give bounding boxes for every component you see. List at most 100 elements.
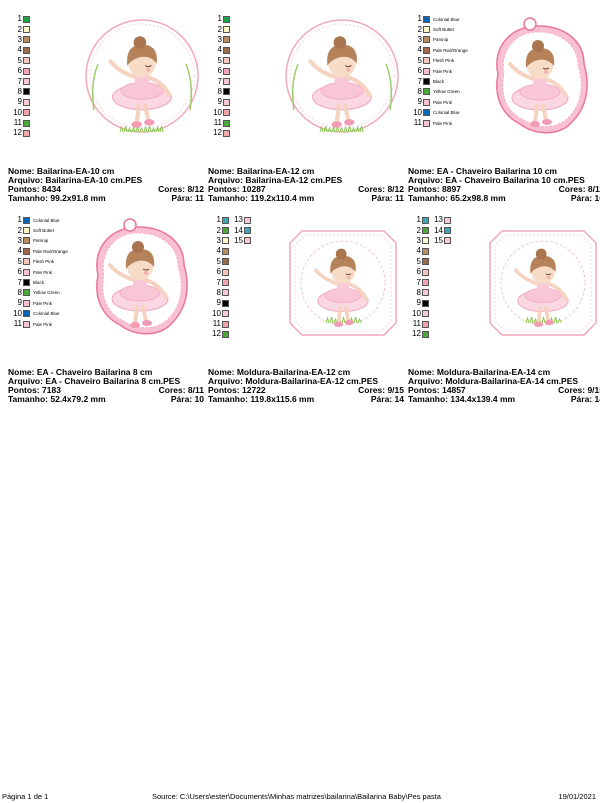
name-line: Nome: EA - Chaveiro Bailarina 8 cm xyxy=(8,368,204,377)
stitches-line: Pontos: 14857 Cores: 9/15 xyxy=(408,386,600,395)
color-swatch xyxy=(23,237,30,245)
design-card: 1 Colonial Blue 2 Soft Butter 3 Parsnip 4 Pale … xyxy=(408,14,600,204)
stitches-line: Pontos: 10287 Cores: 8/12 xyxy=(208,185,404,194)
name-line: Nome: Moldura-Bailarina-EA-14 cm xyxy=(408,368,600,377)
color-swatch xyxy=(222,299,229,307)
color-swatch xyxy=(23,279,30,287)
thread-number: 8 xyxy=(416,287,421,297)
thread-name: Flesh Pink xyxy=(33,259,55,265)
color-swatch xyxy=(222,310,229,318)
color-swatch xyxy=(222,289,229,297)
color-swatch xyxy=(444,237,451,245)
file-label: Arquivo: xyxy=(8,377,43,386)
color-swatch xyxy=(223,57,230,65)
legend-row: 12 xyxy=(208,128,292,138)
file-line: Arquivo: Bailarina-EA-12 cm.PES xyxy=(208,176,404,185)
legend-row: 7 xyxy=(8,76,92,86)
thread-number: 9 xyxy=(17,298,22,308)
file-label: Arquivo: xyxy=(408,377,443,386)
color-swatch xyxy=(23,227,30,235)
color-swatch xyxy=(23,26,30,34)
thread-number: 11 xyxy=(413,118,422,128)
stitches-label: Pontos: xyxy=(8,185,40,194)
thread-number: 1 xyxy=(17,14,22,24)
circle-frame-inner xyxy=(500,240,586,326)
thread-name: Pale Pink xyxy=(433,120,453,126)
color-swatch xyxy=(223,109,230,117)
thread-number: 5 xyxy=(216,256,221,266)
source-path: Source: C:\Users\ester\Documents\Minhas … xyxy=(152,792,441,801)
legend-row: 2 Soft Butter xyxy=(408,24,492,34)
thread-name: Parsnip xyxy=(433,37,449,43)
thread-number: 9 xyxy=(217,97,222,107)
thread-name: Soft Butter xyxy=(33,228,55,234)
thread-number: 4 xyxy=(417,45,422,55)
color-swatch xyxy=(423,119,430,127)
thread-number: 8 xyxy=(417,86,422,96)
thread-number: 3 xyxy=(416,235,421,245)
thread-number: 10 xyxy=(413,107,422,117)
colors-label: Cores: xyxy=(158,185,186,194)
file-label: Arquivo: xyxy=(208,377,243,386)
design-card: 1 Colonial Blue 2 Soft Butter 3 Parsnip 4 Pale … xyxy=(8,215,204,405)
legend-row: 9 xyxy=(208,298,230,308)
thread-name: Pale Pink xyxy=(33,300,53,306)
color-swatch xyxy=(223,88,230,96)
stitches-label: Pontos: xyxy=(408,185,440,194)
thread-number: 12 xyxy=(213,128,222,138)
thread-number: 9 xyxy=(416,298,421,308)
size-label: Tamanho: xyxy=(408,194,448,203)
vine-decoration xyxy=(185,63,193,111)
file-name: Moldura-Bailarina-EA-14 cm.PES xyxy=(445,377,579,386)
ballerina-figure xyxy=(108,241,169,328)
design-preview xyxy=(480,14,600,139)
thread-number: 9 xyxy=(17,97,22,107)
vine-decoration xyxy=(385,63,393,111)
color-swatch xyxy=(423,57,430,65)
colors-label: Cores: xyxy=(558,386,586,395)
thread-name: Pale Red/Orange xyxy=(33,248,68,254)
color-swatch xyxy=(223,78,230,86)
thread-name: Pale Pink xyxy=(433,68,453,74)
legend-row: 4 xyxy=(8,45,92,55)
name-label: Nome: xyxy=(8,167,35,176)
color-swatch xyxy=(422,268,429,276)
thread-color-legend: 1 Colonial Blue 2 Soft Butter 3 Parsnip 4 Pale … xyxy=(408,14,492,128)
colors-label: Cores: xyxy=(558,185,586,194)
file-name: Bailarina-EA-12 cm.PES xyxy=(245,176,343,185)
file-name: Moldura-Bailarina-EA-12 cm.PES xyxy=(245,377,379,386)
size-line: Tamanho: 65.2x98.8 mm Pára: 10 xyxy=(408,194,600,203)
color-swatch xyxy=(23,78,30,86)
legend-row: 5 xyxy=(208,56,292,66)
thread-number: 6 xyxy=(417,66,422,76)
colors-label: Cores: xyxy=(358,185,386,194)
ballerina-figure xyxy=(508,40,569,127)
size-line: Tamanho: 119.8x115.6 mm Pára: 14 xyxy=(208,395,404,404)
color-swatch xyxy=(222,330,229,338)
legend-column: 1 2 3 4 5 6 7 8 9 10 11 12 xyxy=(208,215,230,340)
design-name: EA - Chaveiro Bailarina 10 cm xyxy=(436,167,557,176)
legend-row: 6 Pale Pink xyxy=(8,267,92,277)
name-label: Nome: xyxy=(408,368,435,377)
legend-row: 3 xyxy=(408,236,430,246)
stops-label: Pára: xyxy=(171,194,193,203)
legend-column: 13 14 15 xyxy=(230,215,252,340)
thread-number: 14 xyxy=(434,225,443,235)
thread-number: 7 xyxy=(217,76,222,86)
thread-number: 3 xyxy=(216,235,221,245)
legend-row: 8 Yellow Green xyxy=(408,87,492,97)
color-swatch xyxy=(422,227,429,235)
thread-number: 4 xyxy=(416,246,421,256)
thread-name: Pale Pink xyxy=(33,269,53,275)
thread-color-legend: 1 2 3 4 5 6 7 8 9 10 11 12 13 14 15 xyxy=(408,215,452,340)
thread-number: 2 xyxy=(17,24,22,34)
thread-number: 11 xyxy=(13,319,22,329)
legend-row: 8 xyxy=(408,288,430,298)
legend-row: 3 xyxy=(208,236,230,246)
color-swatch xyxy=(23,67,30,75)
design-size: 52.4x79.2 mm xyxy=(50,395,106,404)
stitches-label: Pontos: xyxy=(8,386,40,395)
color-swatch xyxy=(223,15,230,23)
file-name: EA - Chaveiro Bailarina 8 cm.PES xyxy=(45,377,181,386)
color-swatch xyxy=(23,98,30,106)
